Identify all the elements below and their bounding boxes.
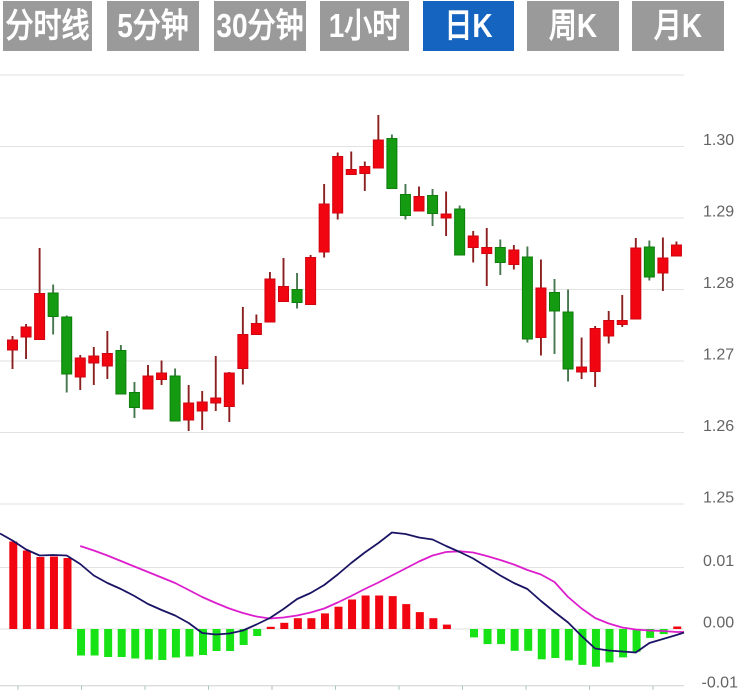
- svg-text:0.01: 0.01: [703, 553, 734, 570]
- svg-text:1.28: 1.28: [703, 275, 734, 292]
- svg-text:0.00: 0.00: [703, 615, 734, 632]
- svg-text:1.26: 1.26: [703, 418, 734, 435]
- svg-text:1.29: 1.29: [703, 204, 734, 221]
- svg-text:1.25: 1.25: [703, 490, 734, 507]
- svg-text:1.30: 1.30: [703, 132, 734, 149]
- svg-text:1.27: 1.27: [703, 347, 734, 364]
- svg-text:-0.01: -0.01: [702, 675, 739, 692]
